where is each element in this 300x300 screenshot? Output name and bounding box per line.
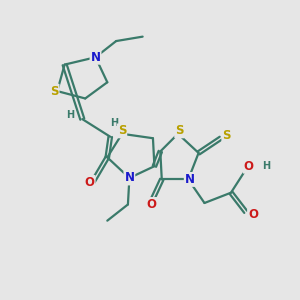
Text: O: O (146, 198, 157, 211)
Text: O: O (248, 208, 258, 221)
Text: S: S (50, 85, 58, 98)
Text: N: N (124, 172, 134, 184)
Text: S: S (175, 124, 184, 137)
Text: N: N (91, 51, 100, 64)
Text: H: H (111, 118, 119, 128)
Text: N: N (185, 173, 195, 186)
Text: H: H (66, 110, 75, 120)
Text: S: S (222, 129, 231, 142)
Text: H: H (262, 161, 271, 171)
Text: S: S (118, 124, 126, 137)
Text: O: O (85, 176, 94, 189)
Text: O: O (244, 160, 254, 173)
